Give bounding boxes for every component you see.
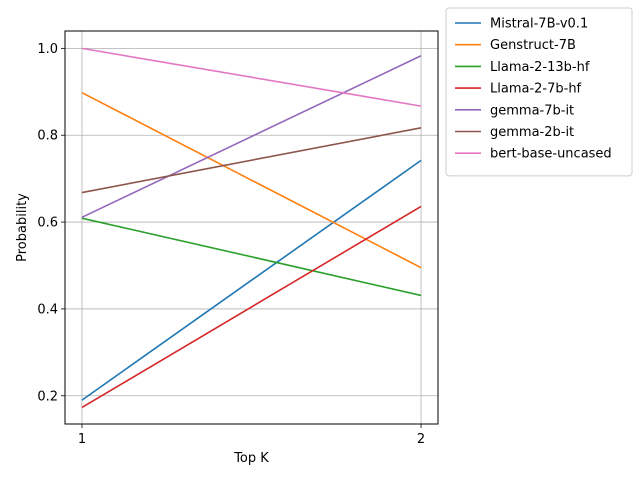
series-line-0 [81, 159, 422, 401]
legend-label-3: Llama-2-7b-hf [490, 82, 582, 97]
series-line-6 [81, 47, 422, 107]
series-lines [81, 47, 422, 409]
x-axis-label: Top K [233, 451, 269, 466]
y-tick-label: 0.2 [37, 389, 58, 404]
legend-label-5: gemma-2b-it [490, 125, 574, 140]
legend-label-0: Mistral-7B-v0.1 [490, 17, 588, 32]
series-line-2 [81, 217, 422, 297]
y-tick-label: 0.8 [37, 129, 58, 144]
series-line-5 [81, 127, 422, 194]
y-axis-ticks: 0.2 0.4 0.6 0.8 1.0 [37, 42, 65, 404]
series-line-4 [81, 55, 422, 219]
legend-box [445, 7, 633, 177]
series-line-3 [81, 205, 422, 409]
legend-label-6: bert-base-uncased [490, 147, 612, 162]
legend-label-2: Llama-2-13b-hf [490, 60, 590, 75]
legend-label-4: gemma-7b-it [490, 103, 574, 118]
legend-label-1: Genstruct-7B [490, 38, 576, 53]
legend: Mistral-7B-v0.1 Genstruct-7B Llama-2-13b-h… [445, 7, 633, 177]
grid-lines [65, 31, 438, 424]
x-tick-label: 1 [78, 432, 86, 447]
y-tick-label: 1.0 [37, 42, 58, 57]
plot-frame [64, 30, 439, 425]
y-tick-label: 0.6 [37, 216, 58, 231]
y-tick-label: 0.4 [37, 302, 58, 317]
y-axis-label: Probability [15, 193, 30, 262]
x-tick-label: 2 [417, 432, 425, 447]
series-line-1 [81, 91, 422, 269]
